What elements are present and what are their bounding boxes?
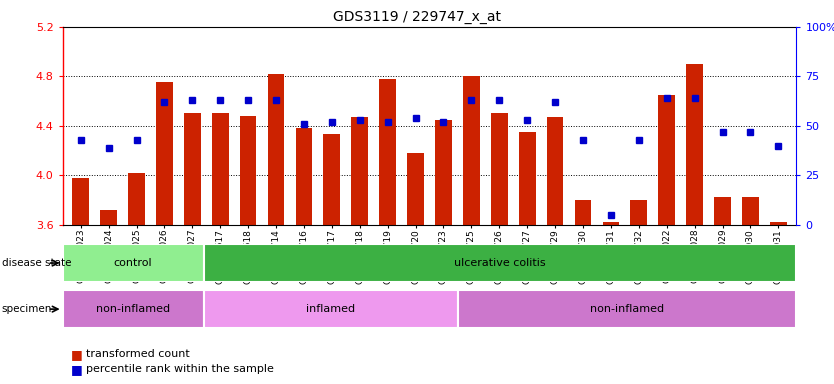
Bar: [100, 210, 117, 225]
Bar: [575, 200, 591, 225]
Bar: [491, 113, 508, 225]
Bar: [295, 128, 312, 225]
Bar: [351, 117, 368, 225]
Bar: [239, 116, 257, 225]
Text: ulcerative colitis: ulcerative colitis: [455, 258, 546, 268]
Bar: [203, 290, 458, 328]
Text: disease state: disease state: [2, 258, 71, 268]
Bar: [658, 95, 675, 225]
Text: non-inflamed: non-inflamed: [590, 304, 664, 314]
Bar: [63, 244, 203, 282]
Bar: [212, 113, 229, 225]
Text: non-inflamed: non-inflamed: [96, 304, 170, 314]
Text: percentile rank within the sample: percentile rank within the sample: [86, 364, 274, 374]
Bar: [770, 222, 786, 225]
Text: GDS3119 / 229747_x_at: GDS3119 / 229747_x_at: [333, 10, 501, 23]
Text: specimen: specimen: [2, 304, 52, 314]
Text: inflamed: inflamed: [306, 304, 355, 314]
Bar: [268, 74, 284, 225]
Text: transformed count: transformed count: [86, 349, 189, 359]
Bar: [407, 153, 424, 225]
Bar: [184, 113, 201, 225]
Text: ■: ■: [71, 348, 83, 361]
Bar: [463, 76, 480, 225]
Bar: [63, 290, 203, 328]
Bar: [686, 64, 703, 225]
Bar: [128, 173, 145, 225]
Bar: [435, 119, 452, 225]
Bar: [547, 117, 564, 225]
Bar: [156, 83, 173, 225]
Bar: [203, 244, 796, 282]
Bar: [519, 132, 535, 225]
Bar: [742, 197, 759, 225]
Bar: [631, 200, 647, 225]
Bar: [379, 79, 396, 225]
Text: control: control: [113, 258, 153, 268]
Bar: [602, 222, 620, 225]
Bar: [324, 134, 340, 225]
Bar: [73, 178, 89, 225]
Text: ■: ■: [71, 363, 83, 376]
Bar: [714, 197, 731, 225]
Bar: [458, 290, 796, 328]
